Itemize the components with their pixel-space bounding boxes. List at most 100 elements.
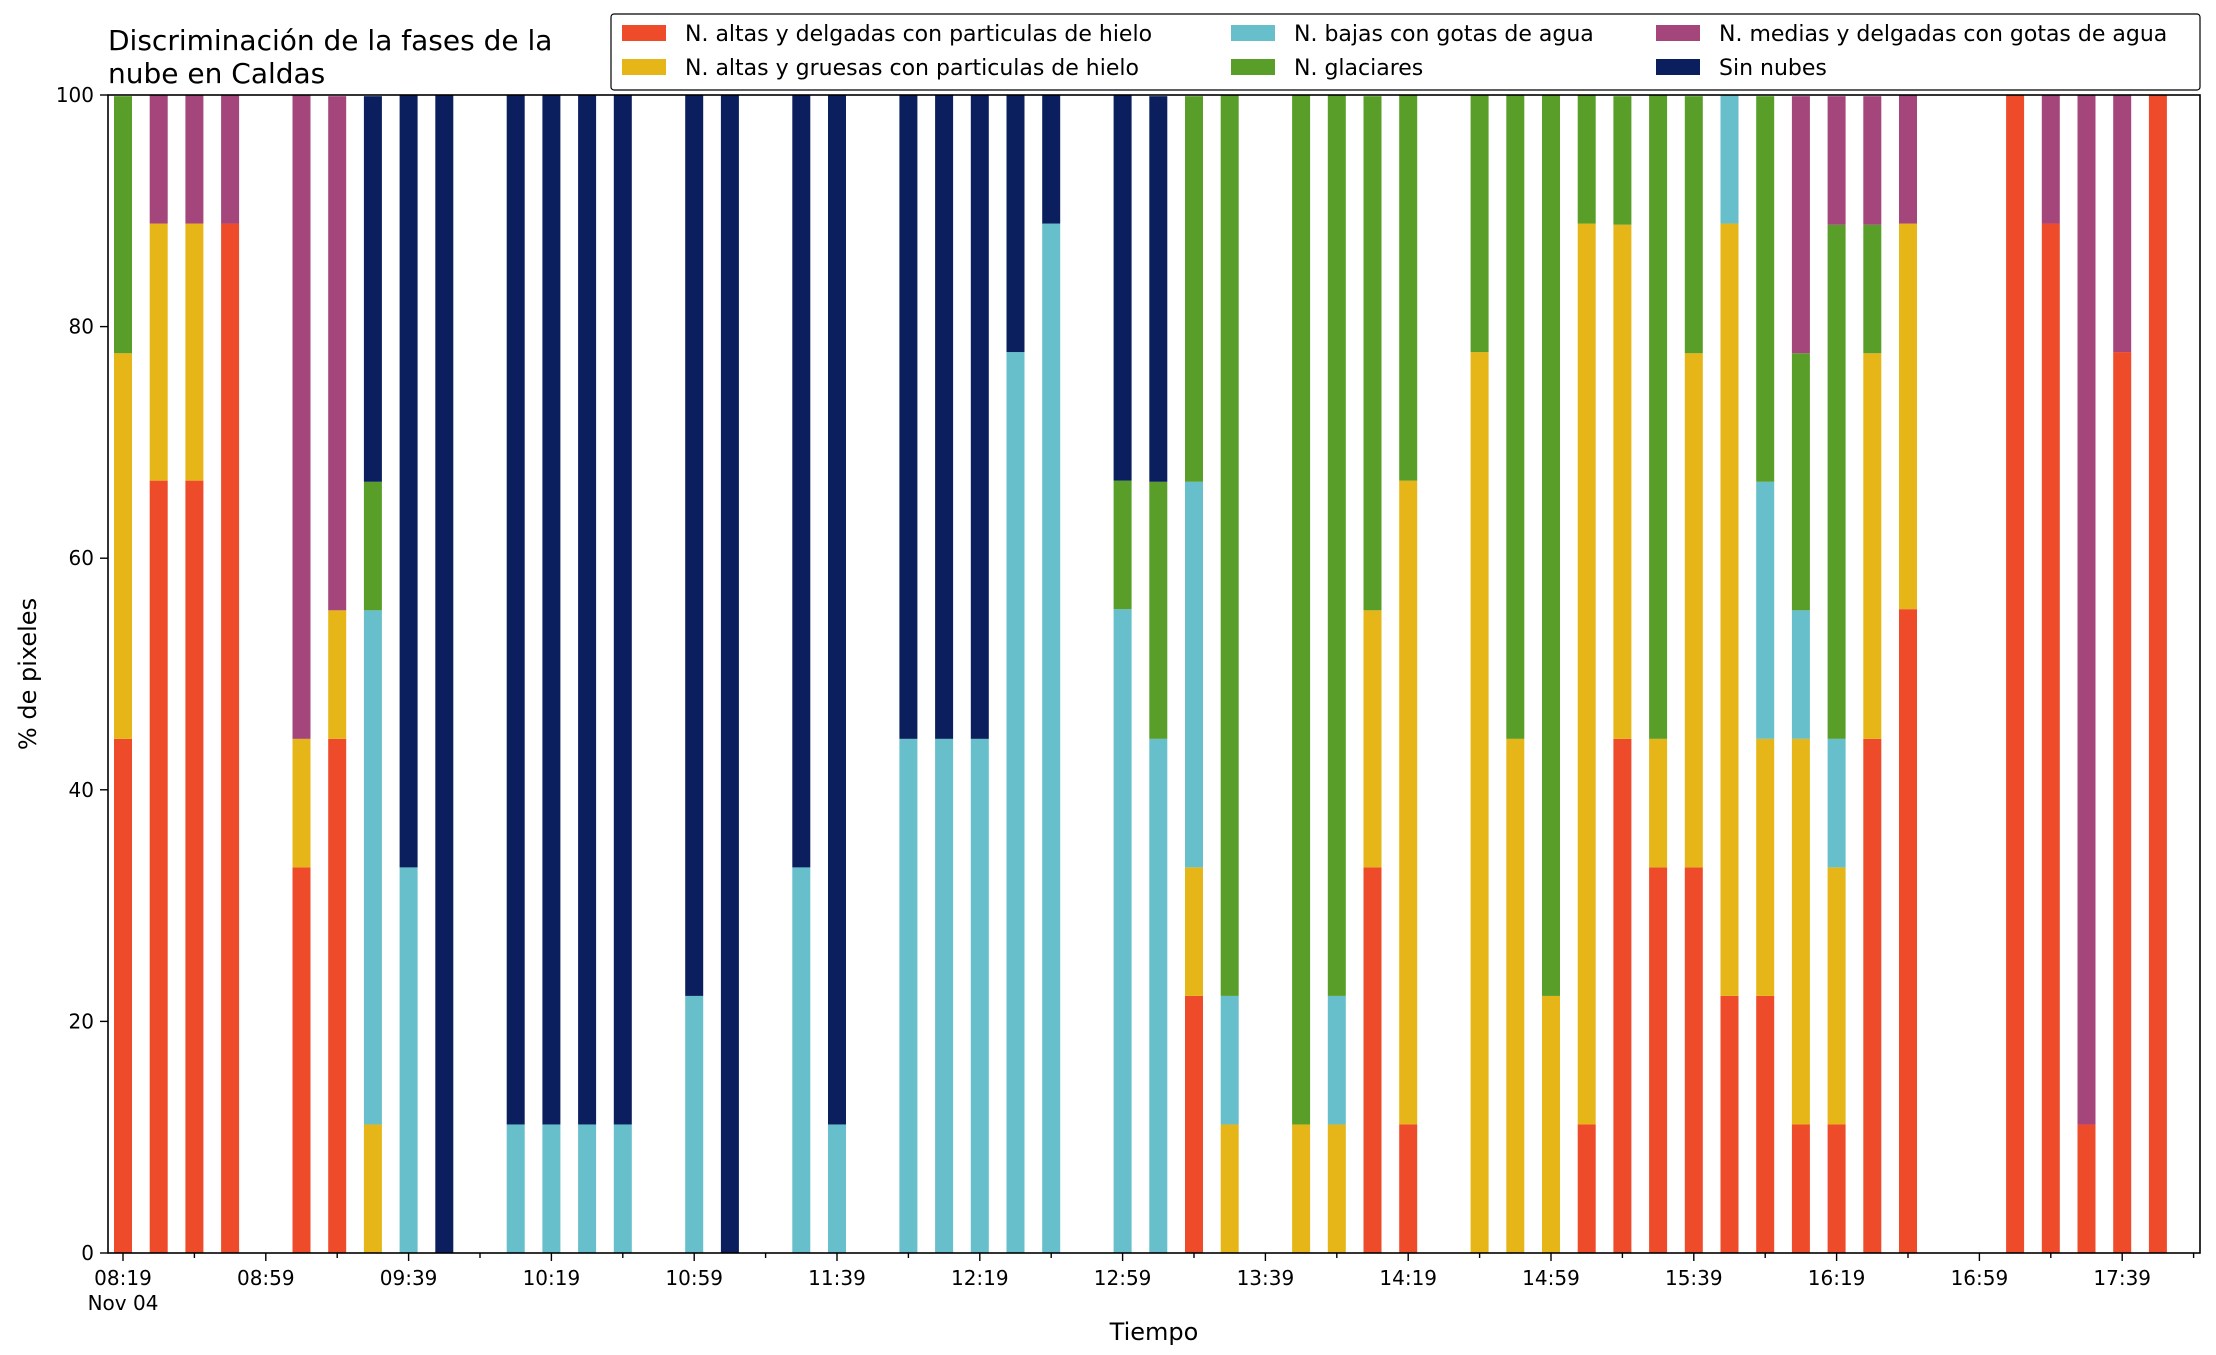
x-tick-label-1059: 10:59 [665,1266,723,1290]
bar-segment-4-1609 [1791,353,1810,611]
y-tick-label-60: 60 [69,546,94,570]
bar-segment-4-1409 [1363,96,1382,611]
plot-frame [107,94,2201,1254]
bar-segment-1-1559 [1756,995,1775,1253]
bar-segment-5-1609 [1791,96,1810,354]
y-tick-label-100: 100 [56,83,94,107]
bar-segment-1-1619 [1827,1124,1846,1253]
bar-segment-4-1439 [1470,95,1489,353]
bar-segment-2-0839 [185,223,204,481]
bars-layer [114,95,2167,1254]
legend-label-3: N. bajas con gotas de agua [1294,22,1594,47]
bar-segment-4-1449 [1506,95,1525,739]
x-tick-label-1539: 15:39 [1665,1266,1723,1290]
legend: N. altas y delgadas con particulas de hi… [610,13,2201,91]
bar-segment-4-1509 [1577,95,1596,224]
bar-segment-1-1549 [1720,995,1739,1253]
bar-segment-1-1729 [2077,1124,2096,1253]
bar-segment-6-1159 [899,95,918,739]
bar-segment-2-1549 [1720,223,1739,996]
x-tick-label-1419: 14:19 [1379,1266,1437,1290]
legend-swatch-5 [1656,25,1700,41]
bar-segment-4-1419 [1399,95,1418,481]
bar-segment-3-1059 [685,995,704,1253]
bar-segment-2-0909 [292,738,311,868]
bar-segment-6-0949 [435,95,454,1253]
bar-segment-5-1739 [2113,95,2132,353]
x-tick-label-1659: 16:59 [1951,1266,2009,1290]
x-tick-label-0939: 09:39 [380,1266,438,1290]
bar-segment-1-1709 [2006,95,2025,1253]
x-axis-label: Tiempo [1109,1318,1199,1346]
bar-segment-2-1349 [1292,1124,1311,1253]
bar-segment-3-1609 [1791,610,1810,739]
chart-title-line-2: nube en Caldas [108,57,325,90]
bar-segment-5-1719 [2041,95,2060,224]
bar-segment-3-1209 [935,738,954,1253]
bar-segment-4-1329 [1220,95,1239,996]
bar-segment-5-0849 [221,95,240,224]
bar-segment-2-1449 [1506,738,1525,1253]
legend-box [610,13,2201,91]
bar-segment-2-1459 [1542,995,1560,1253]
bar-segment-5-1639 [1899,95,1917,224]
bar-segment-6-1139 [828,95,846,1125]
bar-segment-4-1559 [1756,96,1775,482]
bar-segment-2-1509 [1577,223,1596,1125]
bar-segment-3-1619 [1827,738,1846,868]
y-tick-label-0: 0 [81,1241,94,1265]
bar-segment-1-1739 [2113,352,2132,1254]
bar-segment-3-1019 [542,1124,561,1253]
bar-segment-6-1219 [970,95,989,739]
bar-segment-3-1559 [1756,481,1775,739]
bar-segment-2-1519 [1613,224,1632,739]
y-axis-label: % de pixeles [14,598,42,750]
bar-segment-2-1619 [1827,867,1846,1125]
bar-segment-2-1359 [1327,1124,1346,1253]
bar-segment-2-1609 [1791,738,1810,1125]
bar-segment-3-1229 [1006,352,1025,1254]
bar-segment-3-1359 [1327,995,1346,1125]
chart-title-line-1: Discriminación de la fases de la [108,24,552,57]
x-date-label: Nov 04 [88,1291,159,1315]
x-tick-label-1339: 13:39 [1237,1266,1295,1290]
bar-segment-1-1749 [2148,95,2167,1253]
bar-segment-2-0919 [328,610,347,739]
x-tick-label-1739: 17:39 [2093,1266,2151,1290]
bar-segment-1-1519 [1613,738,1632,1253]
bar-segment-4-1319 [1185,96,1203,482]
bar-segment-1-0829 [149,480,168,1253]
y-tick-label-20: 20 [69,1009,94,1033]
legend-label-2: N. altas y gruesas con particulas de hie… [685,56,1139,81]
x-tick-label-0859: 08:59 [237,1266,295,1290]
legend-label-5: N. medias y delgadas con gotas de agua [1719,22,2167,47]
bar-segment-3-1009 [506,1124,525,1253]
legend-label-6: Sin nubes [1719,56,1827,81]
bar-segment-3-1219 [970,738,989,1253]
bar-segment-5-1729 [2077,95,2096,1125]
legend-swatch-3 [1231,25,1275,41]
bar-segment-1-0909 [292,867,311,1253]
legend-label-1: N. altas y delgadas con particulas de hi… [685,22,1152,47]
x-tick-label-1019: 10:19 [523,1266,581,1290]
bar-segment-3-1129 [792,867,811,1253]
bar-segment-6-1109 [720,95,739,1253]
x-tick-label-1139: 11:39 [808,1266,866,1290]
bar-segment-3-1239 [1042,223,1061,1253]
bar-segment-1-1409 [1363,867,1382,1253]
bar-segment-6-1129 [792,95,811,868]
bar-segment-3-1319 [1185,481,1203,868]
bar-segment-2-0819 [114,353,132,739]
y-tick-label-40: 40 [69,778,94,802]
bar-segment-4-1519 [1613,96,1632,225]
y-tick-label-80: 80 [69,315,94,339]
bar-segment-2-1439 [1470,352,1489,1254]
bar-segment-5-1619 [1827,96,1846,225]
bar-segment-5-0839 [185,95,204,224]
bar-segment-4-1309 [1149,481,1168,739]
bar-segment-1-1629 [1863,738,1882,1253]
bar-segment-6-0939 [399,95,418,868]
bar-segment-2-1639 [1899,223,1917,610]
legend-label-4: N. glaciares [1294,56,1423,81]
